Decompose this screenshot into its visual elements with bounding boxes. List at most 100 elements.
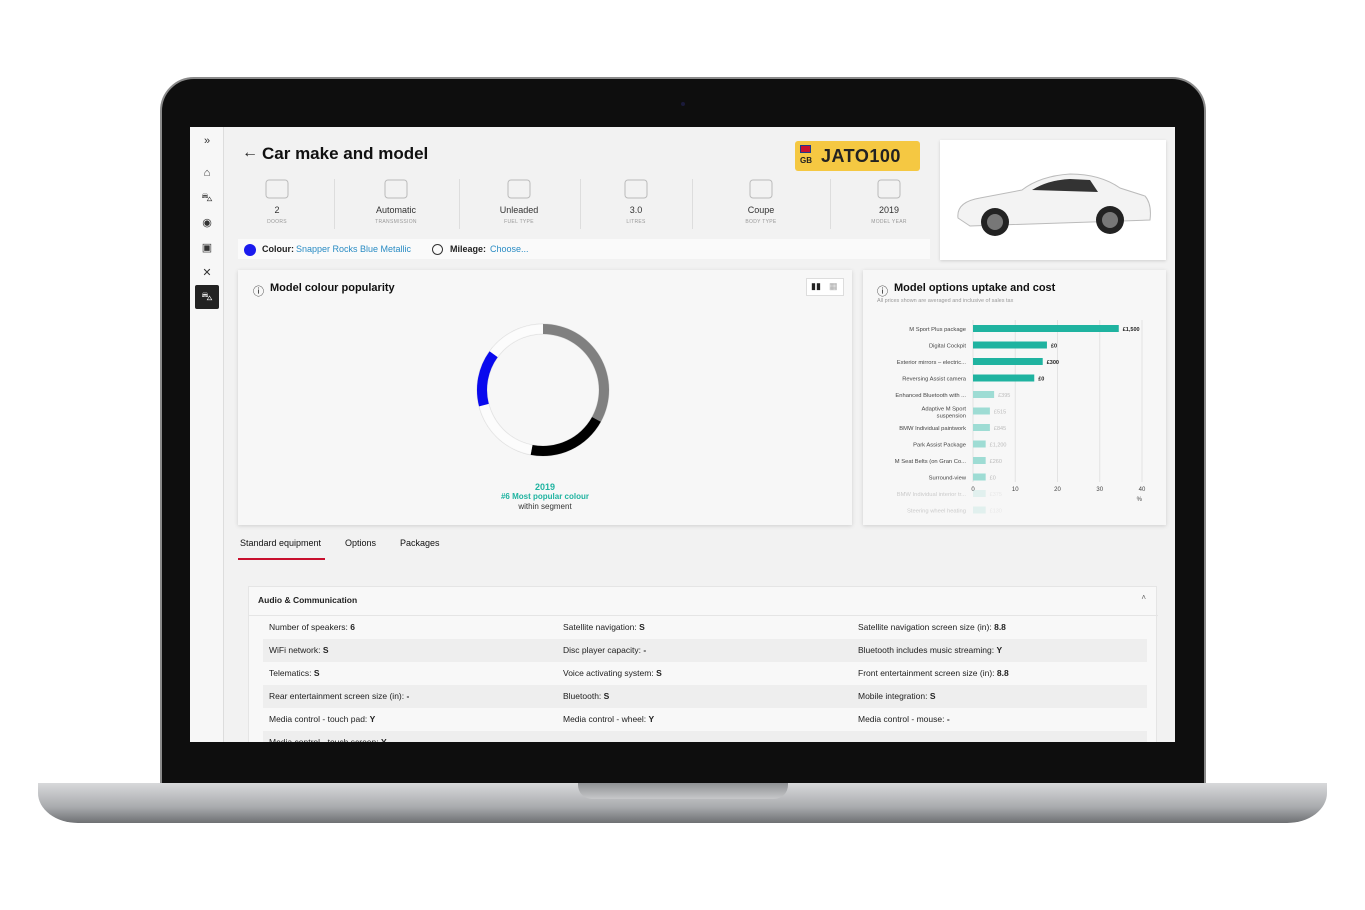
divider [459,179,460,229]
gearbox-icon [384,179,408,199]
bar-value-label: £0 [1051,344,1057,350]
bar[interactable] [973,440,986,448]
accordion-audio-communication: Audio & Communication ˄ Number of speake… [248,586,1158,742]
category-label: BMW Individual interior tr... [897,492,967,498]
category-label: M Seat Belts (on Gran Co... [895,459,967,465]
table-row: Media control - touch pad: Y Media contro… [263,708,1147,731]
bar[interactable] [973,490,986,497]
spec-cell: Rear entertainment screen size (in): - [269,685,409,708]
colour-link[interactable]: Snapper Rocks Blue Metallic [296,244,412,254]
table-row: Number of speakers: 6 Satellite navigatio… [263,616,1147,639]
bar-chart-icon[interactable]: ▮▮ [811,281,821,291]
cell-label: Satellite navigation screen size (in): [858,622,992,632]
cell-value: S [313,668,320,678]
spec-doors: 2 DOORS [222,177,332,225]
bar-value-label: £1,200 [990,443,1007,449]
bar-value-label: £0 [990,476,996,482]
table-icon[interactable]: ▦ [829,281,838,291]
options-bar-chart: 0 10 20 30 40% M Sport Plus package £1,500 Digi… [895,320,1146,515]
cell-label: Voice activating system: [563,668,654,678]
info-icon[interactable]: ⓘ [253,286,264,298]
card-subtitle: All prices shown are averaged and inclus… [877,298,1014,304]
car-image [940,140,1166,260]
spec-cell: Media control - wheel: Y [563,708,654,731]
spec-cell: Front entertainment screen size (in): 8.… [858,662,1009,685]
cell-label: Media control - touch screen: [269,737,379,742]
spec-cell: Media control - touch pad: Y [269,708,375,731]
cell-value: 8.8 [996,668,1009,678]
spec-value: Coupe [747,205,775,215]
card-title: Model colour popularity [270,282,395,294]
category-label: Reversing Assist camera [902,377,967,383]
mileage-label: Mileage: [450,244,487,254]
car-active-icon[interactable]: ⛍ [195,285,219,309]
divider [580,179,581,229]
calendar-icon [877,179,901,199]
cell-value: Y [648,714,655,724]
bar[interactable] [973,341,1047,349]
cell-label: Telematics: [269,668,312,678]
x-tick-label: 20 [1054,487,1061,493]
bar-value-label: £395 [998,393,1010,399]
document-icon[interactable]: ▣ [201,242,213,254]
info-icon[interactable]: ⓘ [877,286,888,298]
spec-label: FUEL TYPE [504,219,534,225]
back-arrow-icon[interactable]: ← [242,144,258,161]
donut-segment[interactable] [530,416,601,456]
accordion-title[interactable]: Audio & Communication [258,595,358,605]
cell-label: Satellite navigation: [563,622,637,632]
chevron-up-icon[interactable]: ˄ [1141,593,1146,602]
divider [692,179,693,229]
home-icon[interactable]: ⌂ [203,167,211,179]
bar[interactable] [973,325,1119,332]
cell-value: S [603,691,610,701]
category-label: Enhanced Bluetooth with ... [895,393,966,399]
tab-options[interactable]: Options [345,538,377,548]
engine-icon [624,179,648,199]
category-label: Steering wheel heating [907,509,966,515]
donut-year: 2019 [534,482,556,492]
cell-label: WiFi network: [269,645,321,655]
tab-standard-equipment[interactable]: Standard equipment [240,538,322,548]
car-icon[interactable]: ⛍ [201,192,213,204]
spec-cell: Bluetooth includes music streaming: Y [858,639,1002,662]
mileage-link[interactable]: Choose... [490,244,529,254]
tools-icon[interactable]: ✕ [202,267,212,279]
donut-chart [476,323,610,457]
spec-body-type: Coupe BODY TYPE [706,177,816,225]
bar[interactable] [973,407,990,415]
bar[interactable] [973,374,1035,382]
tab-packages[interactable]: Packages [400,538,440,548]
bar[interactable] [973,358,1043,365]
donut-rank: #6 Most popular colour [500,492,589,501]
spec-litres: 3.0 LITRES [581,177,691,225]
donut-segment[interactable] [543,324,609,422]
sidebar: » ⌂ ⛍ ◉ ▣ ✕ ⛍ [190,127,224,742]
donut-segment[interactable] [477,351,498,407]
colour-mileage-row: Colour: Snapper Rocks Blue Metallic Mile… [238,239,930,259]
cell-value: S [656,668,662,678]
spec-cell: Media control - touch screen: Y [269,731,387,742]
spec-value: 2019 [878,205,900,215]
spec-label: BODY TYPE [745,219,777,225]
donut-segment[interactable] [479,403,533,455]
uk-flag-icon [800,145,811,153]
donut-segment[interactable] [489,324,543,358]
bar[interactable] [973,424,990,431]
spec-model-year: 2019 MODEL YEAR [834,177,944,225]
bar[interactable] [973,391,995,398]
bar[interactable] [973,457,986,464]
divider [334,179,335,229]
location-icon[interactable]: ◉ [202,217,212,229]
expand-icon[interactable]: » [203,135,211,147]
x-tick-label: 30 [1096,487,1103,493]
bar[interactable] [973,506,986,514]
registration-plate: GB JATO100 [795,141,920,171]
cell-label: Bluetooth: [563,691,602,701]
category-label: Digital Cockpit [929,344,966,350]
spec-cell: Number of speakers: 6 [269,616,355,639]
cell-value: - [406,691,410,701]
bar-value-label: £1,500 [1123,327,1140,333]
bar[interactable] [973,473,986,481]
